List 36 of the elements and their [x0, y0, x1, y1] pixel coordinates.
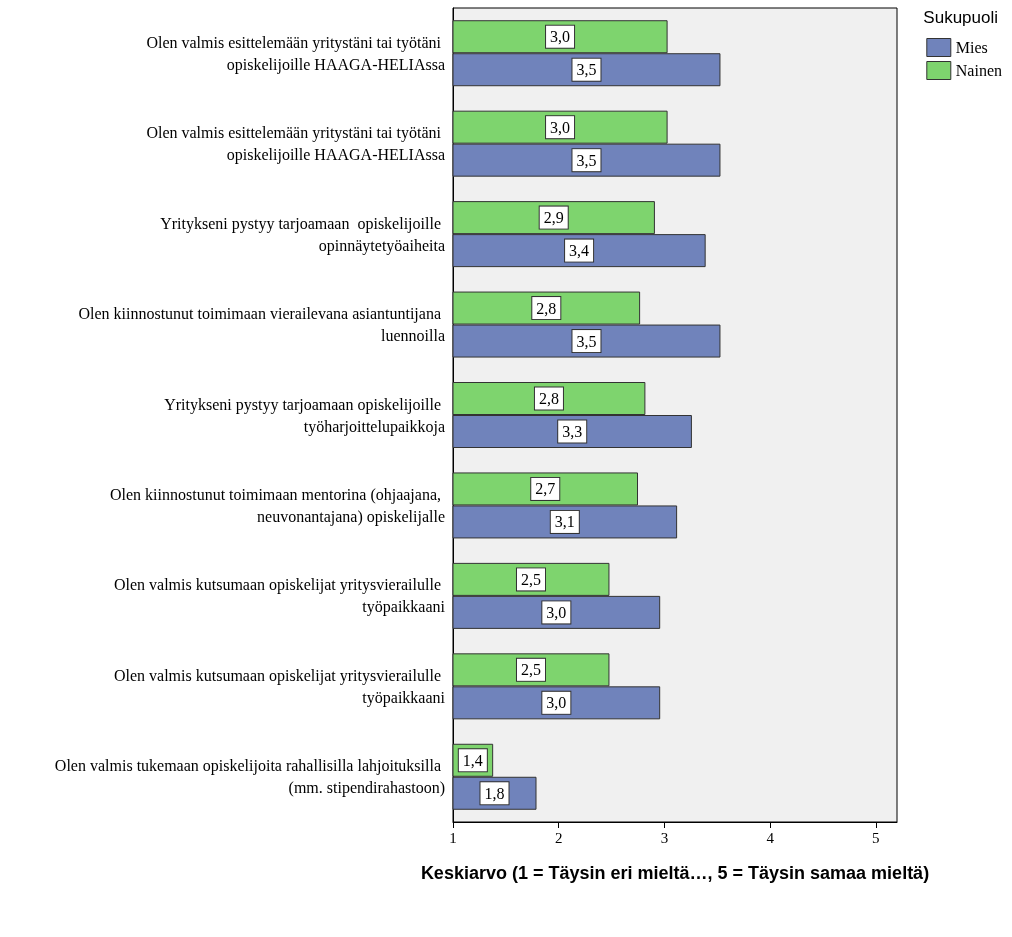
data-label: 3,5 — [576, 151, 597, 169]
y-tick-label: Olen valmis kutsumaan opiskelijat yritysvierailulle työpaikkaani — [113, 666, 446, 707]
data-label: 2,5 — [520, 570, 541, 588]
y-tick-label: Olen valmis tukemaan opiskelijoita rahallisilla lahjoituksilla (mm. stipendirahastoon) — [54, 757, 445, 798]
data-label: 2,7 — [535, 480, 556, 498]
y-tick-label: Yritykseni pystyy tarjoamaan opiskelijoille työharjoittelupaikkoja — [164, 395, 445, 436]
data-label: 3,0 — [550, 28, 571, 46]
data-label: 3,5 — [576, 332, 597, 350]
data-label: 3,0 — [546, 603, 567, 621]
data-label: 1,8 — [484, 784, 505, 802]
legend-label: Nainen — [955, 62, 1002, 79]
y-tick-label: Yritykseni pystyy tarjoamaan opiskelijoille opinnäytetyöaiheita — [160, 214, 445, 255]
data-label: 1,4 — [462, 751, 483, 769]
x-tick-label: 3 — [660, 829, 669, 846]
legend-title: Sukupuoli — [923, 8, 999, 27]
x-tick-label: 1 — [449, 829, 457, 846]
y-tick-label: Olen kiinnostunut toimimaan vierailevana asiantuntijana luennoilla — [78, 305, 445, 345]
data-label: 3,3 — [562, 423, 583, 440]
x-tick-label: 5 — [872, 829, 880, 846]
y-tick-label: Olen valmis esittelemään yritystäni tai työtäni opiskelijoille HAAGA-HELIAssa — [146, 33, 445, 74]
data-label: 3,1 — [554, 513, 575, 531]
y-tick-label: Olen valmis esittelemään yritystäni tai työtäni opiskelijoille HAAGA-HELIAssa — [146, 124, 445, 165]
data-label: 3,5 — [576, 61, 597, 79]
legend-label: Mies — [955, 39, 988, 56]
data-label: 2,8 — [536, 299, 557, 317]
y-tick-label: Olen valmis kutsumaan opiskelijat yritysvierailulle työpaikkaani — [113, 576, 446, 617]
data-label: 2,9 — [543, 209, 564, 227]
data-label: 2,5 — [520, 661, 541, 679]
data-label: 3,0 — [546, 694, 567, 712]
data-label: 2,8 — [538, 390, 559, 407]
data-label: 3,0 — [550, 118, 571, 136]
x-axis-title: Keskiarvo (1 = Täysin eri mieltä…, 5 = Täysin samaa mieltä) — [420, 863, 930, 883]
x-tick-label: 4 — [766, 829, 775, 846]
data-label: 3,4 — [569, 242, 590, 260]
x-tick-label: 2 — [554, 829, 563, 846]
y-tick-label: Olen kiinnostunut toimimaan mentorina (ohjaajana, neuvonantajana) opiskelijalle — [109, 485, 445, 526]
